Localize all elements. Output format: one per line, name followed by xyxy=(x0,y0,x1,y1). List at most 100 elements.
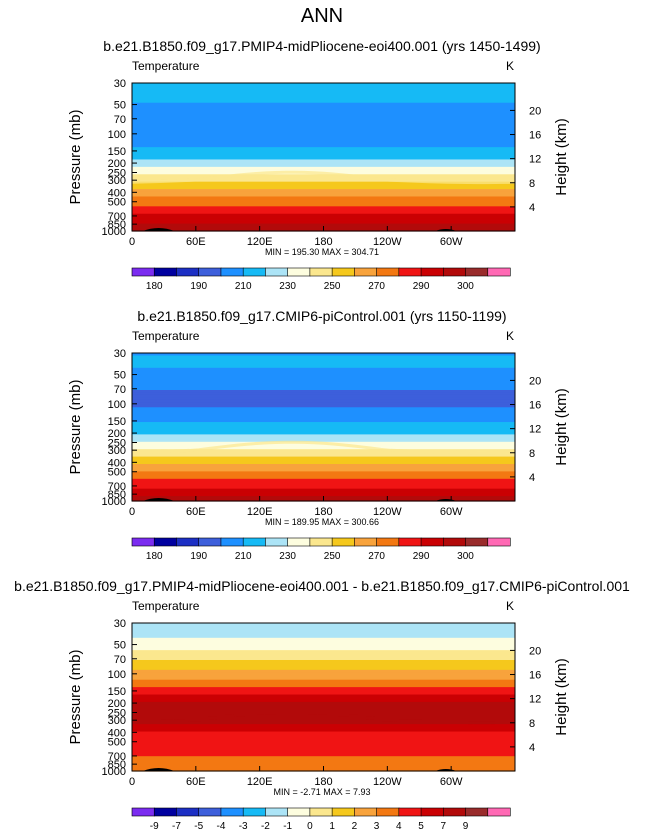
x-tick-label: 60E xyxy=(186,776,206,788)
colorbar-label: -5 xyxy=(194,821,203,832)
y-tick-label: 700 xyxy=(108,751,126,763)
contour-band xyxy=(132,362,515,366)
contour-band xyxy=(132,164,515,168)
contour-band xyxy=(132,92,515,96)
x-tick-label: 180 xyxy=(314,236,332,248)
contour-band xyxy=(132,743,515,747)
colorbar-label: 0 xyxy=(307,821,313,832)
contour-band xyxy=(132,83,515,87)
contour-band xyxy=(132,127,515,131)
colorbar-segment xyxy=(153,807,178,817)
contour-band xyxy=(132,399,515,403)
contour-band xyxy=(132,674,515,678)
y-tick-label: 200 xyxy=(108,428,126,440)
contour-line xyxy=(131,710,516,725)
contour-band xyxy=(132,100,515,104)
y-tick-label: 850 xyxy=(108,219,126,231)
contour-band xyxy=(132,694,515,698)
right-tick-label: 8 xyxy=(529,718,535,730)
contour-band xyxy=(132,385,515,389)
contour-band xyxy=(132,203,515,207)
colorbar-segment xyxy=(220,267,244,277)
y-tick-label: 1000 xyxy=(102,226,126,238)
contour-band xyxy=(132,699,515,703)
colorbar-segment xyxy=(331,807,355,817)
y-axis-label: Pressure (mb) xyxy=(67,649,84,744)
contour-band xyxy=(132,650,515,654)
right-tick-label: 20 xyxy=(529,645,541,657)
contour-band xyxy=(132,709,515,713)
colorbar-label: 270 xyxy=(368,281,385,292)
x-tick-label: 60W xyxy=(440,236,463,248)
colorbar-segment xyxy=(487,267,511,277)
contour-band xyxy=(132,174,515,178)
contour-band xyxy=(132,427,515,431)
colorbar-segment xyxy=(376,537,400,547)
units-label: K xyxy=(506,329,514,343)
contour-band xyxy=(132,657,515,661)
colorbar-segment xyxy=(331,267,355,277)
x-tick-label: 60W xyxy=(440,506,463,518)
colorbar-label: -2 xyxy=(261,821,270,832)
contour-band xyxy=(132,763,515,767)
contour-field xyxy=(131,353,516,502)
colorbar-segment xyxy=(242,537,267,547)
x-tick-label: 180 xyxy=(314,506,332,518)
field-label: Temperature xyxy=(132,329,200,343)
contour-band xyxy=(132,144,515,148)
contour-band xyxy=(132,367,515,371)
y-tick-label: 250 xyxy=(108,167,126,179)
contour-band xyxy=(132,380,515,384)
colorbar-label: 2 xyxy=(352,821,358,832)
topography-africa xyxy=(142,228,175,231)
y-tick-label: 200 xyxy=(108,698,126,710)
colorbar-label: 9 xyxy=(463,821,469,832)
colorbar-label: 250 xyxy=(324,551,341,562)
colorbar: -9 -7 -5 -4 -3 -2 -1 0 1 2 3 4 5 7 9 xyxy=(131,807,511,832)
contour-band xyxy=(132,120,515,124)
colorbar-segment xyxy=(309,267,333,277)
colorbar-segment xyxy=(287,807,311,817)
y-tick-label: 1000 xyxy=(102,766,126,778)
contour-band xyxy=(132,392,515,396)
contour-band xyxy=(132,697,515,701)
contour-band xyxy=(132,719,515,723)
y-tick-label: 50 xyxy=(114,370,126,382)
x-tick-label: 60E xyxy=(186,506,206,518)
contour-band xyxy=(132,137,515,141)
y-tick-label: 200 xyxy=(108,158,126,170)
colorbar-segment xyxy=(198,267,222,277)
colorbar-segment xyxy=(287,267,311,277)
contour-band xyxy=(132,642,515,646)
right-tick-label: 16 xyxy=(529,130,541,142)
contour-band xyxy=(132,115,515,119)
y-tick-label: 100 xyxy=(108,669,126,681)
y-tick-label: 300 xyxy=(108,175,126,187)
contour-band xyxy=(132,90,515,94)
y-axis-label: Pressure (mb) xyxy=(67,109,84,204)
contour-band xyxy=(132,117,515,121)
contour-band xyxy=(132,124,515,128)
contour-band xyxy=(132,412,515,416)
colorbar-label: 300 xyxy=(457,281,474,292)
colorbar-segment xyxy=(131,537,155,547)
contour-band xyxy=(132,667,515,671)
colorbar-label: 300 xyxy=(457,551,474,562)
contour-band xyxy=(132,142,515,146)
colorbar-label: 290 xyxy=(413,281,430,292)
y-tick-label: 500 xyxy=(108,737,126,749)
colorbar-label: 180 xyxy=(146,551,163,562)
colorbar-segment xyxy=(398,267,422,277)
contour-band xyxy=(132,152,515,156)
contour-band xyxy=(132,390,515,394)
contour-band xyxy=(132,110,515,114)
contour-band xyxy=(132,645,515,649)
x-tick-label: 60E xyxy=(186,236,206,248)
contour-line xyxy=(131,170,516,185)
contour-band xyxy=(132,213,515,217)
contour-band xyxy=(132,161,515,165)
contour-band xyxy=(132,632,515,636)
colorbar-segment xyxy=(398,807,422,817)
contour-band xyxy=(132,635,515,639)
colorbar-segment xyxy=(376,807,400,817)
